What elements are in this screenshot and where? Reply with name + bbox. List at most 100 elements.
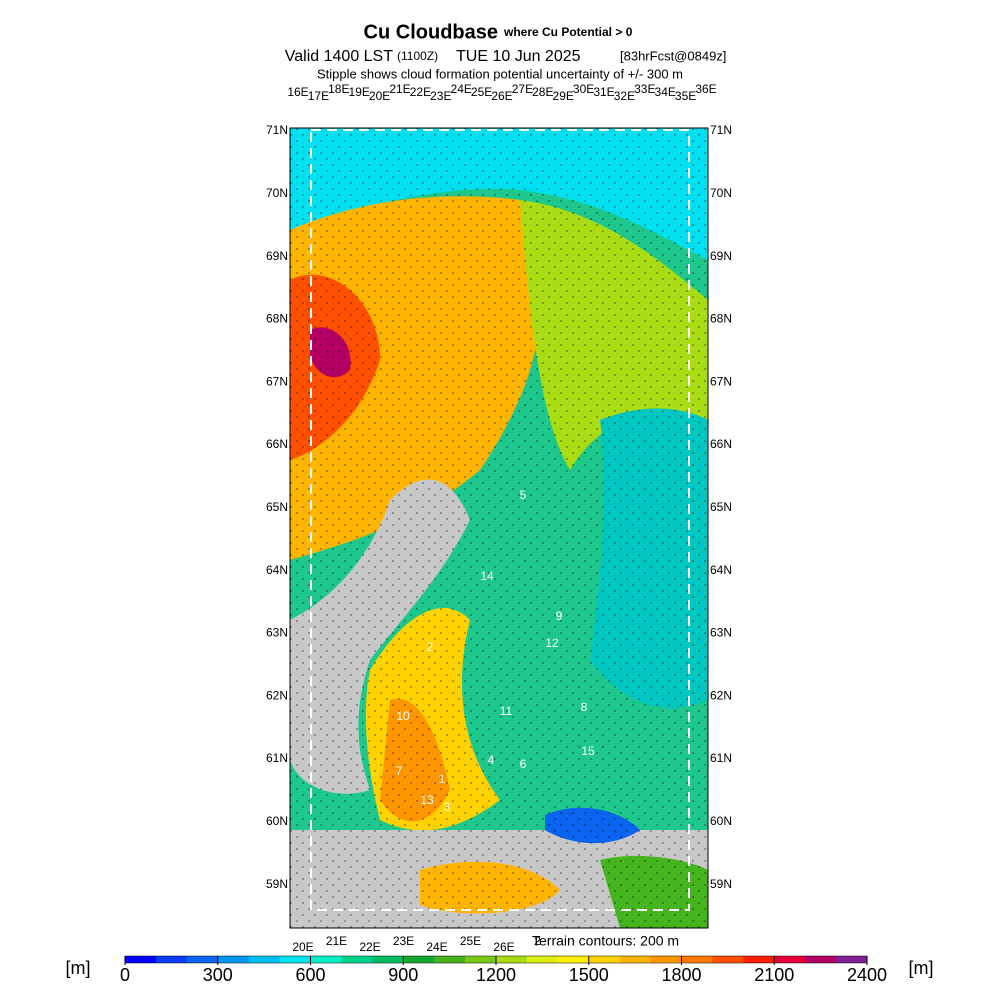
station: 13 (420, 793, 434, 807)
lon-label: 18E (328, 82, 349, 96)
lon-label: 16E (287, 85, 308, 99)
lat-label: 70N (266, 186, 288, 200)
lat-label: 63N (710, 626, 732, 640)
lon-label: 17E (308, 89, 329, 103)
colorbar-swatch (836, 956, 868, 963)
station: 3 (444, 800, 451, 814)
lat-label: 64N (266, 563, 288, 577)
lon-label: 22E (359, 940, 380, 954)
terrain-note: Terrain contours: 200 m (532, 933, 679, 949)
colorbar-swatch (403, 956, 435, 963)
station: 7 (396, 764, 403, 778)
lat-label: 69N (710, 249, 732, 263)
lon-label: 31E (593, 85, 614, 99)
colorbar-swatch (279, 956, 311, 963)
lon-label: 35E (675, 89, 696, 103)
lon-label: 23E (430, 89, 451, 103)
lon-label: 20E (292, 940, 313, 954)
domain-outline (310, 129, 690, 911)
lat-label: 59N (710, 877, 732, 891)
lat-label: 64N (710, 563, 732, 577)
title-note: where Cu Potential > 0 (503, 25, 633, 39)
lat-label: 65N (266, 500, 288, 514)
lat-label: 68N (266, 312, 288, 326)
lon-label: 24E (426, 940, 447, 954)
map-frame (289, 127, 709, 929)
lon-label: 30E (573, 82, 594, 96)
unit-label: [m] (66, 958, 91, 978)
station: 15 (581, 744, 595, 758)
lon-label: 32E (614, 89, 635, 103)
colorbar-swatch (774, 956, 806, 963)
colorbar-swatch (125, 956, 157, 963)
colorbar-swatch (650, 956, 682, 963)
colorbar-swatch (712, 956, 744, 963)
colorbar-swatch (743, 956, 775, 963)
lon-label: 22E (410, 85, 431, 99)
lon-label: 29E (553, 89, 574, 103)
lat-label: 61N (266, 751, 288, 765)
lat-label: 65N (710, 500, 732, 514)
station: 4 (488, 753, 495, 767)
station: 8 (581, 700, 588, 714)
valid-time: Valid 1400 LST (285, 48, 393, 65)
lat-label: 66N (710, 437, 732, 451)
station: 9 (556, 609, 563, 623)
colorbar-swatch (588, 956, 621, 963)
lon-label: 33E (634, 82, 655, 96)
colorbar-tick-label: 300 (203, 965, 233, 985)
colorbar-tick-label: 1500 (569, 965, 609, 985)
stipple (290, 128, 708, 928)
lat-label: 68N (710, 312, 732, 326)
station: 10 (396, 709, 410, 723)
stations: 5 14 9 12 2 10 11 8 15 4 6 7 1 13 3 (396, 488, 595, 814)
lat-label: 67N (710, 374, 732, 388)
station: 1 (439, 772, 446, 786)
lat-label: 60N (266, 814, 288, 828)
colorbar-swatch (155, 956, 188, 963)
lat-label: 71N (266, 123, 288, 137)
date: TUE 10 Jun 2025 (456, 48, 581, 65)
lat-label: 63N (266, 626, 288, 640)
lat-label: 67N (266, 374, 288, 388)
station: 6 (520, 757, 527, 771)
colorbar-swatch (557, 956, 590, 963)
unit-label: [m] (909, 958, 934, 978)
colorbar-swatch (248, 956, 281, 963)
colorbar-tick-label: 600 (295, 965, 325, 985)
map (289, 127, 709, 929)
colorbar-tick-label: 2100 (754, 965, 794, 985)
lon-label: 34E (655, 85, 676, 99)
lon-label: 21E (326, 934, 347, 948)
colorbar-swatch (341, 956, 373, 963)
lon-label: 21E (389, 82, 410, 96)
lat-label: 60N (710, 814, 732, 828)
station: 2 (427, 640, 434, 654)
lon-label: 25E (460, 934, 481, 948)
lat-label: 62N (266, 688, 288, 702)
colorbar-swatch (681, 956, 713, 963)
colorbar-swatch (310, 956, 342, 963)
colorbar-tick-label: 1800 (661, 965, 701, 985)
colorbar-swatch (526, 956, 559, 963)
colorbar-swatch (465, 956, 497, 963)
lat-label: 69N (266, 249, 288, 263)
lon-label: 28E (532, 85, 553, 99)
colorbar-swatch (186, 956, 219, 963)
colorbar-swatch (805, 956, 837, 963)
lon-label: 19E (349, 85, 370, 99)
colorbar-swatch (372, 956, 404, 963)
lon-label: 27E (512, 82, 533, 96)
lat-label: 59N (266, 877, 288, 891)
title: Cu Cloudbase (364, 21, 498, 43)
station: 14 (480, 569, 494, 583)
colorbar-tick-label: 900 (388, 965, 418, 985)
lat-label: 62N (710, 688, 732, 702)
lat-label: 66N (266, 437, 288, 451)
lon-label: 20E (369, 89, 390, 103)
colorbar-swatch (619, 956, 652, 963)
lat-label: 61N (710, 751, 732, 765)
lon-label: 23E (393, 934, 414, 948)
colorbar-swatch (434, 956, 466, 963)
